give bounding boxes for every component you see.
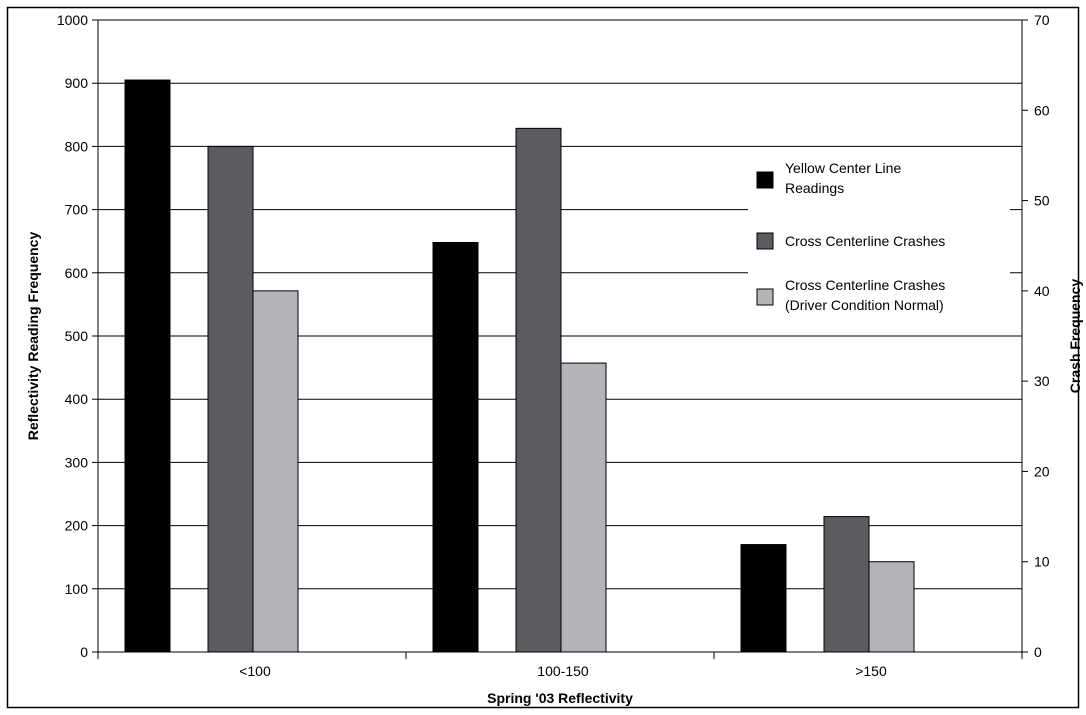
y2-tick-label: 10 [1034,554,1050,570]
x-axis-title: Spring '03 Reflectivity [487,690,633,706]
legend-label-2: Cross Centerline Crashes [785,233,945,249]
legend-label-1: Yellow Center Line Readings [785,160,901,196]
bar-3-1 [252,290,299,653]
y2-tick-label: 0 [1034,644,1042,660]
y-tick-label: 0 [80,644,88,660]
bar-3-2 [560,362,607,653]
y-tick-label: 900 [65,75,89,91]
y-tick-label: 400 [65,391,89,407]
y2-axis-title: Crash Frequency [1067,279,1083,394]
legend-swatch-2 [756,232,774,250]
legend-box [748,150,1010,330]
y-tick-label: 300 [65,454,89,470]
y2-tick-label: 20 [1034,463,1050,479]
legend-label-line: Cross Centerline Crashes [785,233,945,249]
bar-1-1 [124,79,171,653]
legend-label-3: Cross Centerline Crashes (Driver Conditio… [785,277,945,313]
y-tick-label: 500 [65,328,89,344]
bar-2-1 [207,145,254,653]
y-tick-label: 100 [65,581,89,597]
x-tick-label: <100 [239,663,271,679]
x-tick-label: >150 [855,663,887,679]
y-tick-label: 600 [65,265,89,281]
y2-tick-label: 40 [1034,283,1050,299]
y2-tick-label: 60 [1034,102,1050,118]
legend-swatch-1 [756,171,774,189]
bar-3-3 [868,561,915,653]
y-tick-label: 800 [65,138,89,154]
legend-label-line: Cross Centerline Crashes [785,277,945,293]
legend-label-line: Yellow Center Line [785,160,901,176]
legend-label-line: Readings [785,180,844,196]
y-axis-title: Reflectivity Reading Frequency [25,232,41,441]
y2-tick-label: 30 [1034,373,1050,389]
chart-frame [6,6,1080,709]
y-tick-label: 700 [65,202,89,218]
y-tick-label: 200 [65,518,89,534]
y2-tick-label: 50 [1034,193,1050,209]
bar-2-3 [823,516,870,653]
y-tick-label: 1000 [57,12,88,28]
bar-1-2 [432,241,479,653]
y2-tick-label: 70 [1034,12,1050,28]
x-tick-label: 100-150 [537,663,589,679]
bar-1-3 [740,544,787,653]
bar-2-2 [515,127,562,653]
legend-swatch-3 [756,288,774,306]
legend-label-line: (Driver Condition Normal) [785,297,944,313]
